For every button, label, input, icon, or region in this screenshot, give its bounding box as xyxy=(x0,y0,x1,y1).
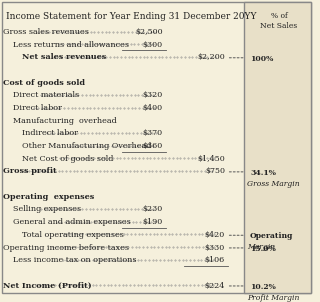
Text: $230: $230 xyxy=(142,205,163,214)
Text: Selling expenses: Selling expenses xyxy=(12,205,81,214)
Text: $320: $320 xyxy=(142,92,163,99)
Text: Operating: Operating xyxy=(250,232,293,240)
Text: $190: $190 xyxy=(142,218,163,226)
Text: 15.0%: 15.0% xyxy=(250,245,276,253)
FancyBboxPatch shape xyxy=(2,2,311,293)
Text: Net Income (Profit): Net Income (Profit) xyxy=(3,281,92,290)
Text: Total operating expenses: Total operating expenses xyxy=(22,231,124,239)
Text: Profit Margin: Profit Margin xyxy=(247,294,299,302)
Text: Gross Margin: Gross Margin xyxy=(247,180,300,188)
Text: Net Cost of goods sold: Net Cost of goods sold xyxy=(22,155,113,163)
Text: Gross sales revenues: Gross sales revenues xyxy=(3,28,89,36)
Text: $360: $360 xyxy=(142,142,163,150)
Text: Manufacturing  overhead: Manufacturing overhead xyxy=(12,117,116,125)
Text: $1,450: $1,450 xyxy=(197,155,225,163)
Text: $420: $420 xyxy=(205,231,225,239)
Text: Less returns and allowances: Less returns and allowances xyxy=(12,41,129,49)
Text: $300: $300 xyxy=(142,41,163,49)
Text: $400: $400 xyxy=(142,104,163,112)
FancyBboxPatch shape xyxy=(244,2,311,293)
Text: $330: $330 xyxy=(205,243,225,252)
Text: 100%: 100% xyxy=(250,55,273,63)
Text: Gross profit: Gross profit xyxy=(3,167,57,175)
Text: Other Manufacturing Overhead: Other Manufacturing Overhead xyxy=(22,142,151,150)
Text: Operating income before taxes: Operating income before taxes xyxy=(3,243,129,252)
Text: 34.1%: 34.1% xyxy=(250,169,276,177)
Text: $2,200: $2,200 xyxy=(197,53,225,61)
Text: Margin: Margin xyxy=(247,243,275,251)
Text: Net sales revenues: Net sales revenues xyxy=(22,53,106,61)
Text: Direct labor: Direct labor xyxy=(12,104,61,112)
Text: General and admin expenses: General and admin expenses xyxy=(12,218,130,226)
Text: Operating  expenses: Operating expenses xyxy=(3,193,94,201)
Text: Indirect labor: Indirect labor xyxy=(22,130,78,137)
Text: Less income tax on operations: Less income tax on operations xyxy=(12,256,136,264)
Text: % of
Net Sales: % of Net Sales xyxy=(260,12,298,30)
Text: $370: $370 xyxy=(142,130,163,137)
Text: Income Statement for Year Ending 31 December 20YY: Income Statement for Year Ending 31 Dece… xyxy=(6,12,257,21)
Text: Direct materials: Direct materials xyxy=(12,92,79,99)
Text: $224: $224 xyxy=(205,281,225,290)
Text: $750: $750 xyxy=(205,167,225,175)
Text: $106: $106 xyxy=(205,256,225,264)
Text: Cost of goods sold: Cost of goods sold xyxy=(3,79,85,87)
Text: $2,500: $2,500 xyxy=(135,28,163,36)
Text: 10.2%: 10.2% xyxy=(250,283,276,291)
